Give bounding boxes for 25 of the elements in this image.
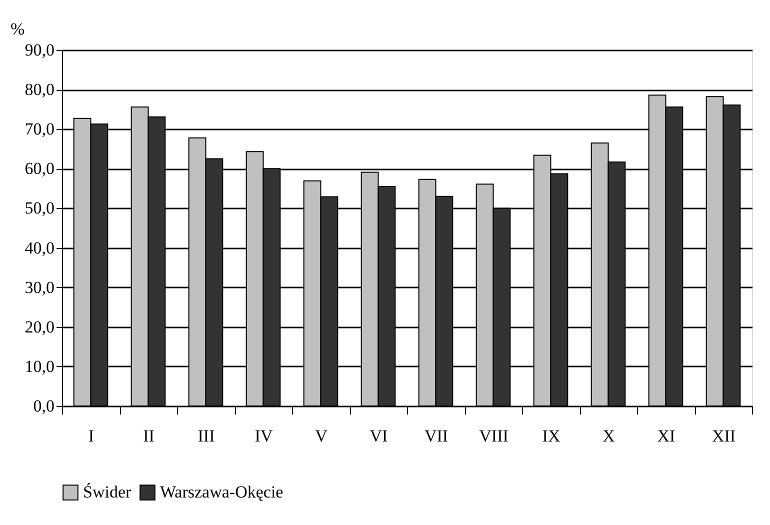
x-tick-label: II — [143, 426, 155, 446]
y-tick-label: 20,0 — [24, 317, 54, 336]
x-tick-label: XI — [657, 426, 676, 446]
x-tick-label: I — [88, 426, 94, 446]
x-tick-label: III — [198, 426, 216, 446]
y-tick-label: 50,0 — [24, 198, 54, 218]
y-tick-label: 0,0 — [33, 396, 54, 416]
y-tick-label: 30,0 — [24, 278, 54, 297]
x-tick-label: X — [602, 426, 615, 446]
y-tick-label: 60,0 — [24, 159, 54, 178]
y-tick-label: 90,0 — [24, 40, 54, 60]
x-tick-label: IV — [254, 426, 274, 446]
legend-label: Warszawa-Okęcie — [160, 482, 284, 502]
x-tick-label: IX — [542, 426, 560, 446]
x-tick-label: VIII — [479, 426, 509, 446]
x-tick-label: VII — [424, 426, 448, 446]
legend-label: Świder — [83, 482, 132, 502]
x-tick-label: V — [315, 426, 328, 446]
y-tick-label: 10,0 — [24, 356, 54, 376]
x-tick-label: VI — [370, 426, 388, 446]
y-tick-label: 70,0 — [24, 120, 54, 139]
x-tick-label: XII — [712, 426, 736, 446]
y-tick-label: 40,0 — [24, 238, 54, 258]
y-tick-label: 80,0 — [24, 80, 54, 100]
y-axis-title: % — [10, 20, 25, 38]
